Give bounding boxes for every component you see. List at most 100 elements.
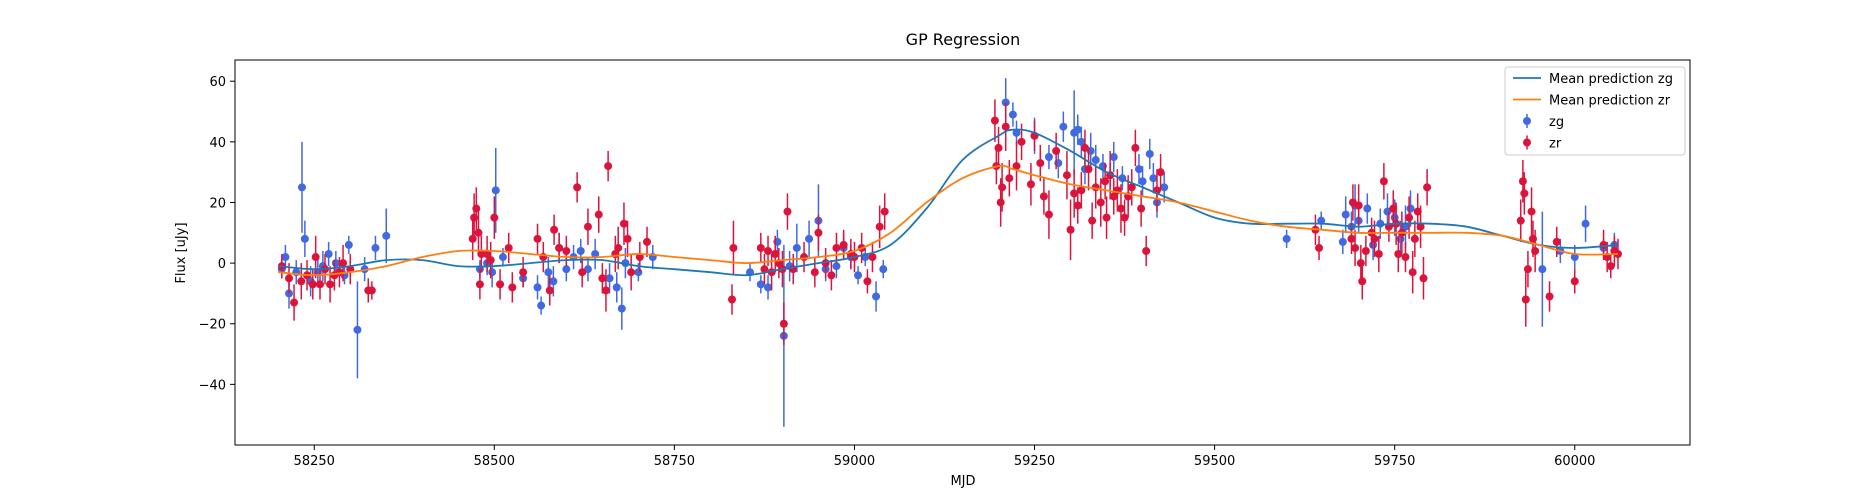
data-point-zr bbox=[601, 286, 610, 295]
data-point-zr bbox=[1379, 177, 1388, 186]
data-point-zg bbox=[1538, 265, 1547, 274]
data-point-zr bbox=[998, 183, 1007, 192]
data-point-zg bbox=[382, 231, 391, 240]
data-point-zr bbox=[729, 243, 738, 252]
data-point-zg bbox=[576, 246, 585, 255]
data-point-zr bbox=[1531, 246, 1540, 255]
data-point-zr bbox=[779, 319, 788, 328]
data-point-zr bbox=[1416, 222, 1425, 231]
legend-label: zr bbox=[1549, 137, 1562, 152]
data-point-zr bbox=[496, 280, 505, 289]
data-point-zg bbox=[331, 259, 340, 268]
data-point-zg bbox=[281, 253, 290, 262]
data-point-zr bbox=[1052, 146, 1061, 155]
data-point-zg bbox=[371, 243, 380, 252]
data-point-zg bbox=[879, 265, 888, 274]
data-point-zr bbox=[1356, 259, 1365, 268]
data-point-zr bbox=[290, 298, 299, 307]
data-point-zr bbox=[474, 228, 483, 237]
data-point-zr bbox=[335, 268, 344, 277]
data-point-zr bbox=[1361, 246, 1370, 255]
data-point-zg bbox=[1145, 149, 1154, 158]
data-point-zg bbox=[544, 268, 553, 277]
data-point-zr bbox=[1521, 295, 1530, 304]
data-point-zg bbox=[1376, 219, 1385, 228]
data-point-zr bbox=[1109, 192, 1118, 201]
data-point-zr bbox=[545, 286, 554, 295]
data-point-zr bbox=[1401, 253, 1410, 262]
y-tick-label: −40 bbox=[199, 378, 226, 393]
data-point-zr bbox=[1142, 246, 1151, 255]
plot-area bbox=[234, 59, 1691, 446]
data-point-zr bbox=[880, 207, 889, 216]
data-point-zr bbox=[1012, 162, 1021, 171]
legend-marker-swatch bbox=[1523, 117, 1531, 125]
data-point-zr bbox=[827, 271, 836, 280]
data-point-zg bbox=[488, 268, 497, 277]
data-point-zg bbox=[297, 183, 306, 192]
data-point-zr bbox=[1527, 207, 1536, 216]
data-point-zg bbox=[1363, 204, 1372, 213]
data-point-zr bbox=[1354, 201, 1363, 210]
data-point-zr bbox=[583, 222, 592, 231]
data-point-zg bbox=[1109, 153, 1118, 162]
data-point-zr bbox=[594, 210, 603, 219]
data-point-zr bbox=[800, 253, 809, 262]
data-point-zr bbox=[1017, 137, 1026, 146]
data-point-zr bbox=[508, 283, 517, 292]
data-point-zr bbox=[1070, 189, 1079, 198]
data-point-zg bbox=[756, 280, 765, 289]
data-point-zg bbox=[491, 186, 500, 195]
data-point-zr bbox=[1044, 210, 1053, 219]
x-tick-label: 60000 bbox=[1554, 454, 1595, 469]
data-point-zr bbox=[475, 280, 484, 289]
legend-label: Mean prediction zg bbox=[1549, 72, 1673, 87]
data-point-zr bbox=[832, 243, 841, 252]
data-point-zr bbox=[504, 243, 513, 252]
data-point-zg bbox=[1149, 174, 1158, 183]
data-point-zr bbox=[1370, 234, 1379, 243]
legend-box bbox=[1504, 66, 1686, 156]
data-point-zr bbox=[760, 265, 769, 274]
data-point-zr bbox=[1137, 204, 1146, 213]
x-tick-label: 58250 bbox=[294, 454, 335, 469]
data-point-zr bbox=[868, 253, 877, 262]
data-point-zg bbox=[832, 262, 841, 271]
data-point-zr bbox=[1001, 122, 1010, 131]
data-point-zr bbox=[468, 234, 477, 243]
data-point-zg bbox=[353, 325, 362, 334]
data-point-zr bbox=[550, 225, 559, 234]
x-tick-label: 59750 bbox=[1374, 454, 1415, 469]
y-tick-label: 40 bbox=[209, 136, 226, 151]
data-point-zg bbox=[591, 250, 600, 259]
data-point-zg bbox=[805, 234, 814, 243]
data-point-zg bbox=[1282, 234, 1291, 243]
data-point-zr bbox=[472, 204, 481, 213]
data-point-zr bbox=[604, 162, 613, 171]
data-point-zr bbox=[728, 295, 737, 304]
data-point-zr bbox=[315, 280, 324, 289]
data-point-zr bbox=[1088, 216, 1097, 225]
x-tick-label: 58500 bbox=[474, 454, 515, 469]
data-point-zr bbox=[367, 286, 376, 295]
x-axis-label: MJD bbox=[950, 474, 975, 489]
data-point-zr bbox=[619, 219, 628, 228]
data-point-zr bbox=[1036, 159, 1045, 168]
data-point-zr bbox=[1545, 292, 1554, 301]
data-point-zr bbox=[555, 243, 564, 252]
x-tick-label: 59250 bbox=[1014, 454, 1055, 469]
data-point-zr bbox=[1606, 262, 1615, 271]
legend: Mean prediction zg Mean prediction zr zg zr bbox=[1504, 66, 1686, 156]
legend-label: zg bbox=[1549, 115, 1564, 130]
data-point-zr bbox=[1358, 277, 1367, 286]
data-point-zr bbox=[1599, 240, 1608, 249]
data-point-zr bbox=[1394, 250, 1403, 259]
data-point-zg bbox=[792, 243, 801, 252]
data-point-zr bbox=[1116, 204, 1125, 213]
data-point-zr bbox=[339, 259, 348, 268]
data-point-zg bbox=[498, 253, 507, 262]
data-point-zr bbox=[635, 253, 644, 262]
data-point-zg bbox=[1406, 204, 1415, 213]
data-point-zg bbox=[605, 274, 614, 283]
data-point-zr bbox=[764, 246, 773, 255]
